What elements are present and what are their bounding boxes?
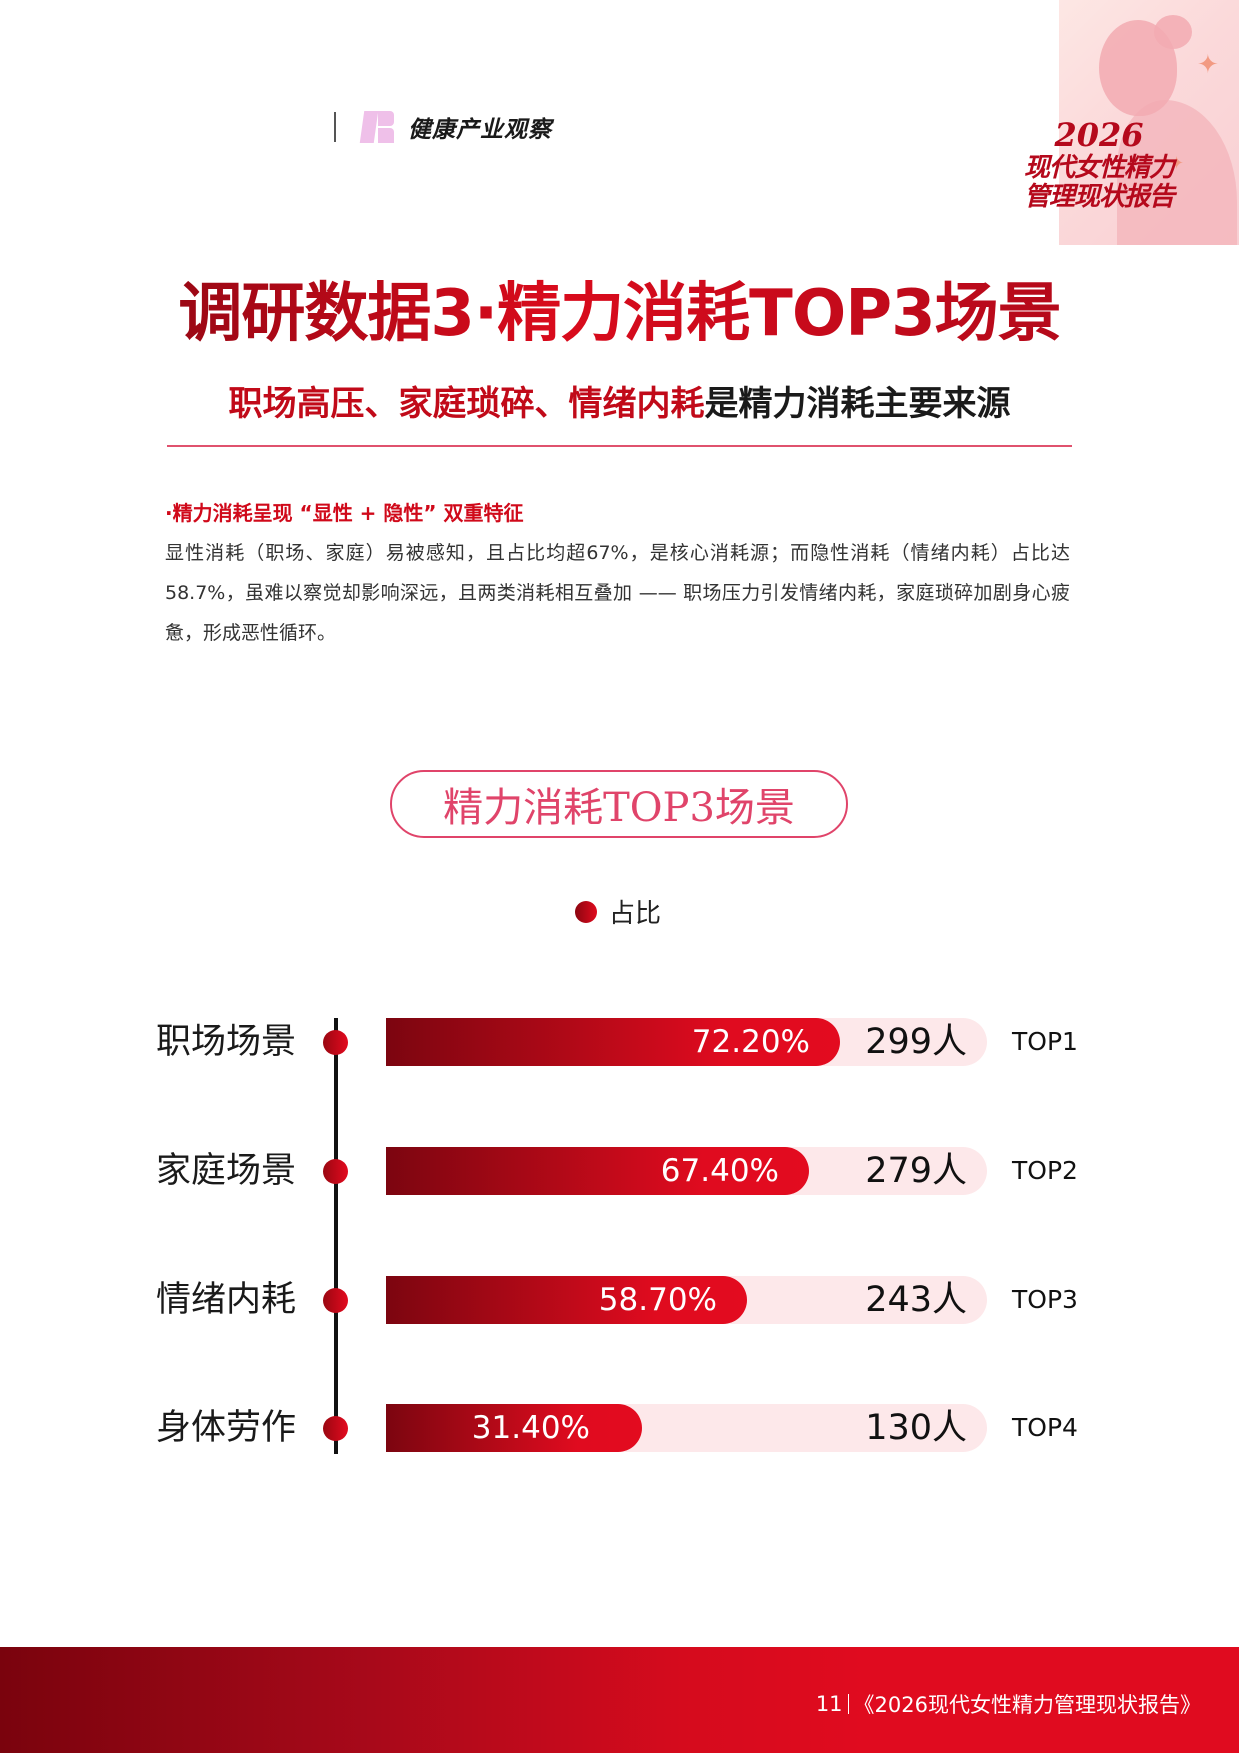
- axis-dot-icon: [323, 1416, 348, 1441]
- rank-label: TOP2: [1012, 1156, 1078, 1185]
- legend-dot-icon: [575, 900, 597, 923]
- rank-label: TOP4: [1012, 1413, 1078, 1442]
- page-number: 11: [815, 1692, 843, 1716]
- bar-count-label: 299人: [865, 1022, 967, 1062]
- bar-category-label: 情绪内耗: [156, 1280, 297, 1320]
- brand-name: 健康产业观察: [408, 117, 552, 143]
- bar-fill: 31.40%: [386, 1404, 642, 1452]
- bar-count-label: 243人: [865, 1280, 967, 1320]
- sparkle-icon: ✦: [1197, 50, 1219, 80]
- sparkle-icon: ✦: [1169, 153, 1185, 174]
- report-badge: 2026 现代女性精力 管理现状报告: [1023, 116, 1175, 212]
- bar-row: 家庭场景 67.40% 279人 TOP2: [0, 1147, 1239, 1195]
- bar-count-label: 130人: [865, 1408, 967, 1448]
- footer-caption: 11 《2026现代女性精力管理现状报告》: [816, 1689, 1201, 1719]
- bar-track: 31.40% 130人: [386, 1404, 987, 1452]
- bar-row: 情绪内耗 58.70% 243人 TOP3: [0, 1276, 1239, 1324]
- divider: [167, 445, 1072, 447]
- axis-dot-icon: [323, 1288, 348, 1313]
- corner-illustration: ✦ ✦: [1059, 0, 1239, 245]
- bar-category-label: 职场场景: [156, 1022, 297, 1062]
- chart-legend: 占比: [575, 893, 661, 930]
- brand-divider: [334, 112, 336, 142]
- report-title: 《2026现代女性精力管理现状报告》: [853, 1693, 1201, 1717]
- bar-percent-label: 72.20%: [691, 1024, 810, 1060]
- bar-category-label: 身体劳作: [156, 1408, 297, 1448]
- bar-track: 67.40% 279人: [386, 1147, 987, 1195]
- bar-fill: 58.70%: [386, 1276, 747, 1324]
- bar-row: 身体劳作 31.40% 130人 TOP4: [0, 1404, 1239, 1452]
- axis-dot-icon: [323, 1159, 348, 1184]
- axis-dot-icon: [323, 1030, 348, 1055]
- bar-count-label: 279人: [865, 1151, 967, 1191]
- rank-label: TOP1: [1012, 1027, 1078, 1056]
- jk-logo-icon: [358, 111, 396, 143]
- bar-category-label: 家庭场景: [156, 1151, 297, 1191]
- rank-label: TOP3: [1012, 1285, 1078, 1314]
- bar-track: 72.20% 299人: [386, 1018, 987, 1066]
- chart-axis-line: [334, 1018, 338, 1454]
- page-footer: 11 《2026现代女性精力管理现状报告》: [0, 1647, 1239, 1753]
- bar-row: 职场场景 72.20% 299人 TOP1: [0, 1018, 1239, 1066]
- brand-header: 健康产业观察: [334, 110, 552, 144]
- description-paragraph: 显性消耗（职场、家庭）易被感知，且占比均超67%，是核心消耗源；而隐性消耗（情绪…: [165, 542, 1070, 644]
- chart-title: 精力消耗TOP3场景: [390, 770, 848, 838]
- section-point-title: ·精力消耗呈现 “显性 + 隐性” 双重特征: [165, 501, 524, 525]
- bar-percent-label: 31.40%: [471, 1410, 590, 1446]
- bar-fill: 67.40%: [386, 1147, 809, 1195]
- page-title: 调研数据3·精力消耗TOP3场景: [0, 262, 1239, 354]
- page-subtitle: 职场高压、家庭琐碎、情绪内耗是精力消耗主要来源: [228, 384, 1011, 424]
- bar-percent-label: 67.40%: [660, 1153, 779, 1189]
- bar-percent-label: 58.70%: [598, 1282, 717, 1318]
- footer-separator: [847, 1694, 849, 1714]
- bar-track: 58.70% 243人: [386, 1276, 987, 1324]
- bar-fill: 72.20%: [386, 1018, 840, 1066]
- legend-label: 占比: [609, 899, 662, 929]
